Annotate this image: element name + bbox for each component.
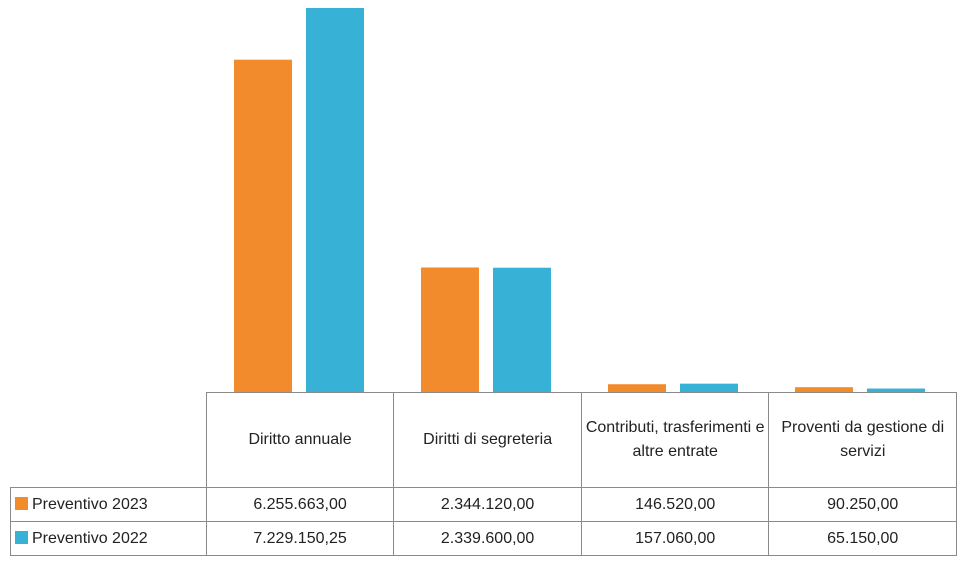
legend-swatch bbox=[15, 496, 28, 510]
value-label: 7.229.150,25 bbox=[205, 521, 395, 556]
header-row: Diritto annuale Diritti di segreteria Cont… bbox=[10, 392, 957, 488]
category-label: Proventi da gestione di servizi bbox=[768, 392, 957, 488]
data-row: Preventivo 2022 7.229.150,25 2.339.600,00 1… bbox=[10, 521, 957, 556]
category-label: Diritto annuale bbox=[205, 392, 395, 488]
value-label: 2.344.120,00 bbox=[393, 487, 582, 522]
value-label: 2.339.600,00 bbox=[393, 521, 582, 556]
bar bbox=[608, 384, 666, 392]
legend-label: Preventivo 2023 bbox=[32, 495, 148, 513]
table-body: Diritto annuale Diritti di segreteria Cont… bbox=[10, 392, 957, 556]
value-label: 146.520,00 bbox=[580, 487, 770, 522]
corner-cell bbox=[10, 392, 207, 488]
value-label: 157.060,00 bbox=[580, 521, 770, 556]
value-label: 90.250,00 bbox=[768, 487, 957, 522]
legend-label: Preventivo 2022 bbox=[32, 529, 148, 547]
data-table: Diritto annuale Diritti di segreteria Cont… bbox=[10, 392, 957, 556]
bar bbox=[795, 387, 853, 392]
bar bbox=[680, 383, 738, 392]
chart bbox=[234, 8, 925, 392]
category-label: Diritti di segreteria bbox=[393, 392, 582, 488]
bar bbox=[306, 8, 364, 392]
category-label: Contributi, trasferimenti e altre entrat… bbox=[580, 392, 770, 488]
value-label: 65.150,00 bbox=[768, 521, 957, 556]
value-label: 6.255.663,00 bbox=[205, 487, 395, 522]
data-row: Preventivo 2023 6.255.663,00 2.344.120,00 1… bbox=[10, 487, 957, 522]
bar bbox=[867, 388, 925, 392]
bar bbox=[493, 267, 551, 392]
bar bbox=[421, 267, 479, 392]
bar bbox=[234, 59, 292, 392]
legend-cell: Preventivo 2022 bbox=[10, 521, 207, 556]
legend-swatch bbox=[15, 530, 28, 544]
legend-cell: Preventivo 2023 bbox=[10, 487, 207, 522]
